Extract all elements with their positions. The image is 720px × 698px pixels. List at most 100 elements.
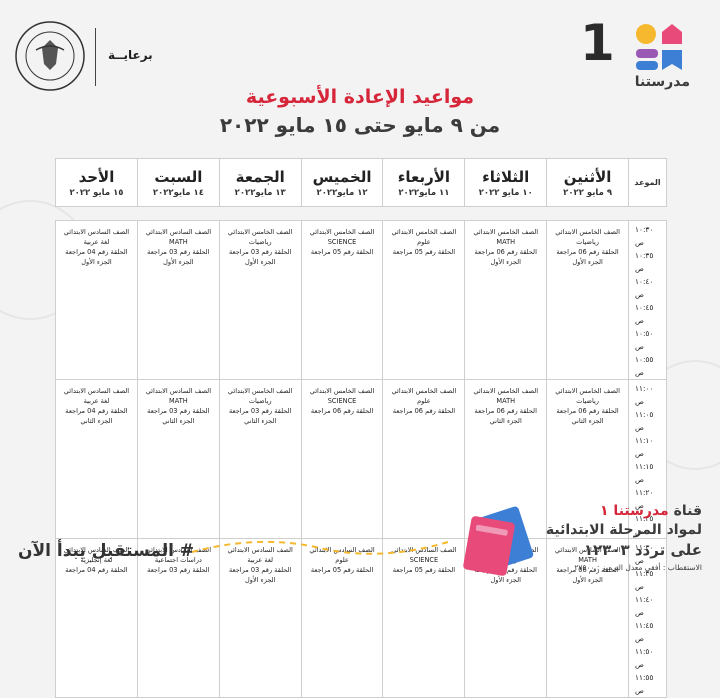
- day-name: الأربعاء: [397, 167, 451, 186]
- lesson-line: الحلقة رقم 05 مراجعة: [310, 566, 374, 574]
- day-date: ١٥ مايو ٢٠٢٢: [69, 187, 124, 198]
- lesson-line: الحلقة رقم 03 مراجعة: [229, 566, 292, 574]
- lesson-line: الحلقة رقم 03 مراجعة: [147, 248, 210, 256]
- lesson-line: SCIENCE: [409, 556, 439, 564]
- hashtag-slogan: # المستقبل يبدأ الآن: [18, 541, 195, 561]
- schedule-body: ١٠:٣٠ ص ١٠:٣٥ ص ١٠:٤٠ ص ١٠:٤٥ ص ١٠:٥٠ ص ١٠:٥٥…: [55, 206, 667, 698]
- lesson-line: الحلقة رقم 06 مراجعة: [556, 248, 619, 256]
- lesson-line: الصف الخامس الابتدائي: [309, 387, 375, 395]
- madrasatna-logo: 1 مدرستنا: [580, 16, 700, 96]
- lesson-cell: الصف الخامس الابتدائي رياضيات الحلقة رقم 0…: [218, 220, 302, 380]
- lesson-line: الصف السادس الابتدائي: [145, 228, 212, 236]
- day-header: الثلاثاء ١٠ مايو ٢٠٢٢: [464, 158, 548, 207]
- day-name: الثلاثاء: [482, 167, 530, 186]
- day-header: الأثنين ٩ مايو ٢٠٢٢: [546, 158, 629, 207]
- lesson-line: رياضيات: [576, 238, 599, 246]
- lesson-cell: الصف الخامس الابتدائي علوم الحلقة رقم 05 م…: [382, 220, 466, 380]
- table-spacer: [55, 206, 667, 221]
- channel-name: مدرستنا ١: [600, 503, 669, 519]
- ministry-divider: [95, 28, 96, 86]
- time-slot-cell: ١١:٠٠ ص ١١:٠٥ ص ١١:١٠ ص ١١:١٥ ص ١١:٢٠ ص ١١:٢٥…: [628, 379, 667, 539]
- lesson-line: الصف الخامس الابتدائي: [309, 228, 375, 236]
- time-column-header: الموعد: [628, 158, 667, 207]
- table-row: ١٠:٣٠ ص ١٠:٣٥ ص ١٠:٤٠ ص ١٠:٤٥ ص ١٠:٥٠ ص ١٠:٥٥…: [55, 220, 667, 380]
- time-slot: ١١:٣٥ ص: [635, 569, 654, 591]
- time-slot: ١١:٤٥ ص: [635, 621, 654, 643]
- time-slot: ١٠:٤٥ ص: [635, 303, 654, 325]
- day-header: الخميس ١٢ مايو٢٠٢٢: [300, 158, 384, 207]
- day-header: الأحد ١٥ مايو ٢٠٢٢: [55, 158, 138, 207]
- day-name: الأحد: [78, 167, 115, 186]
- lesson-cell: الصف الخامس الابتدائي SCIENCE الحلقة رقم 0…: [300, 220, 384, 380]
- lesson-line: الحلقة رقم 05 مراجعة: [310, 248, 374, 256]
- lesson-line: MATH: [169, 238, 188, 246]
- lesson-line: SCIENCE: [327, 397, 357, 405]
- time-slot: ١١:٥٥ ص: [635, 673, 654, 695]
- lesson-line: رياضيات: [248, 238, 272, 246]
- lesson-line: الصف السادس الابتدائي: [309, 546, 375, 554]
- time-slot: ١١:٢٠ ص: [635, 488, 654, 510]
- lesson-line: الجزء الثاني: [489, 417, 522, 425]
- lesson-line: لغة عربية: [83, 397, 110, 405]
- lesson-line: الجزء الأول: [244, 258, 276, 266]
- sponsor-label: برعايــة: [108, 48, 153, 62]
- lesson-line: MATH: [496, 238, 516, 246]
- lesson-line: الصف الخامس الابتدائي: [555, 387, 620, 395]
- day-name: الأثنين: [563, 167, 612, 186]
- page-title: مواعيد الإعادة الأسبوعية: [245, 86, 475, 108]
- brand-shapes-icon: [636, 24, 682, 70]
- lesson-line: الجزء الثاني: [571, 417, 604, 425]
- lesson-line: دراسات اجتماعية: [154, 556, 202, 564]
- lesson-line: الجزء الأول: [572, 258, 603, 266]
- time-slot: ١٠:٤٠ ص: [635, 277, 654, 299]
- time-slot: ١١:٠٥ ص: [635, 410, 654, 432]
- lesson-cell: الصف الخامس الابتدائي رياضيات الحلقة رقم 0…: [218, 379, 302, 539]
- lesson-line: الصف السادس الابتدائي: [63, 387, 130, 395]
- lesson-line: الصف الخامس الابتدائي: [391, 228, 457, 236]
- time-slot: ١١:٤٠ ص: [635, 595, 654, 617]
- lesson-line: الصف السادس الابتدائي: [145, 546, 212, 554]
- lesson-line: الصف السادس الابتدائي: [63, 546, 130, 554]
- time-slot: ١١:٥٠ ص: [635, 647, 654, 669]
- lesson-line: الحلقة رقم 03 مراجعة: [147, 566, 210, 574]
- lesson-line: SCIENCE: [327, 238, 357, 246]
- time-slot: ١٠:٣٠ ص: [635, 225, 654, 247]
- lesson-line: الحلقة رقم 03 مراجعة: [229, 407, 292, 415]
- lesson-line: رياضيات: [248, 397, 272, 405]
- lesson-line: الحلقة رقم 05 مراجعة: [392, 248, 456, 256]
- lesson-line: لغة عربية: [247, 556, 274, 564]
- lesson-line: لغة عربية: [83, 238, 110, 246]
- lesson-line: الجزء الأول: [81, 258, 112, 266]
- channel-technical-info: الاستقطاب : أفقي معدل الترميز : ٢٧٥٠٠: [574, 563, 702, 572]
- time-slot: ١١:٢٥ ص: [635, 514, 654, 536]
- time-slot: ١٠:٣٥ ص: [635, 251, 654, 273]
- lesson-line: الجزء الأول: [572, 576, 603, 584]
- lesson-line: الحلقة رقم 04 مراجعة: [65, 248, 128, 256]
- day-date: ١٤ مايو٢٠٢٢: [152, 187, 204, 198]
- lesson-line: الجزء الأول: [490, 576, 521, 584]
- lesson-line: الصف الخامس الابتدائي: [391, 387, 457, 395]
- lesson-line: الصف السادس الابتدائي: [554, 546, 621, 554]
- lesson-line: MATH: [578, 556, 597, 564]
- lesson-line: MATH: [496, 397, 516, 405]
- lesson-cell: الصف الخامس الابتدائي علوم الحلقة رقم 06 م…: [382, 379, 466, 539]
- lesson-cell: الصف السادس الابتدائي لغة إنجليزية الحلقة …: [55, 538, 138, 698]
- brand-number: 1: [580, 14, 615, 72]
- lesson-line: الحلقة رقم 06 مراجعة: [474, 248, 537, 256]
- lesson-line: الحلقة رقم 04 مراجعة: [65, 566, 128, 574]
- lesson-line: الصف السادس الابتدائي: [63, 228, 130, 236]
- lesson-line: MATH: [169, 397, 188, 405]
- time-slot: ١١:١٠ ص: [635, 436, 654, 458]
- day-date: ٩ مايو ٢٠٢٢: [563, 187, 613, 198]
- channel-title: قناة مدرستنا ١: [546, 503, 702, 519]
- day-header: الأربعاء ١١ مايو٢٠٢٢: [382, 158, 466, 207]
- time-slot: ١١:٠٠ ص: [635, 384, 654, 406]
- channel-frequency: على تردد ١٢٣٠٣: [583, 541, 702, 559]
- lesson-line: الحلقة رقم 06 مراجعة: [310, 407, 374, 415]
- lesson-line: الجزء الأول: [490, 258, 521, 266]
- time-slot: ١٠:٥٠ ص: [635, 329, 654, 351]
- ministry-logo: [15, 21, 85, 91]
- day-date: ١٣ مايو٢٠٢٢: [234, 187, 286, 198]
- lesson-cell: الصف السادس الابتدائي لغة عربية الحلقة رقم…: [55, 220, 138, 380]
- lesson-cell: الصف السادس الابتدائي لغة عربية الحلقة رقم…: [55, 379, 138, 539]
